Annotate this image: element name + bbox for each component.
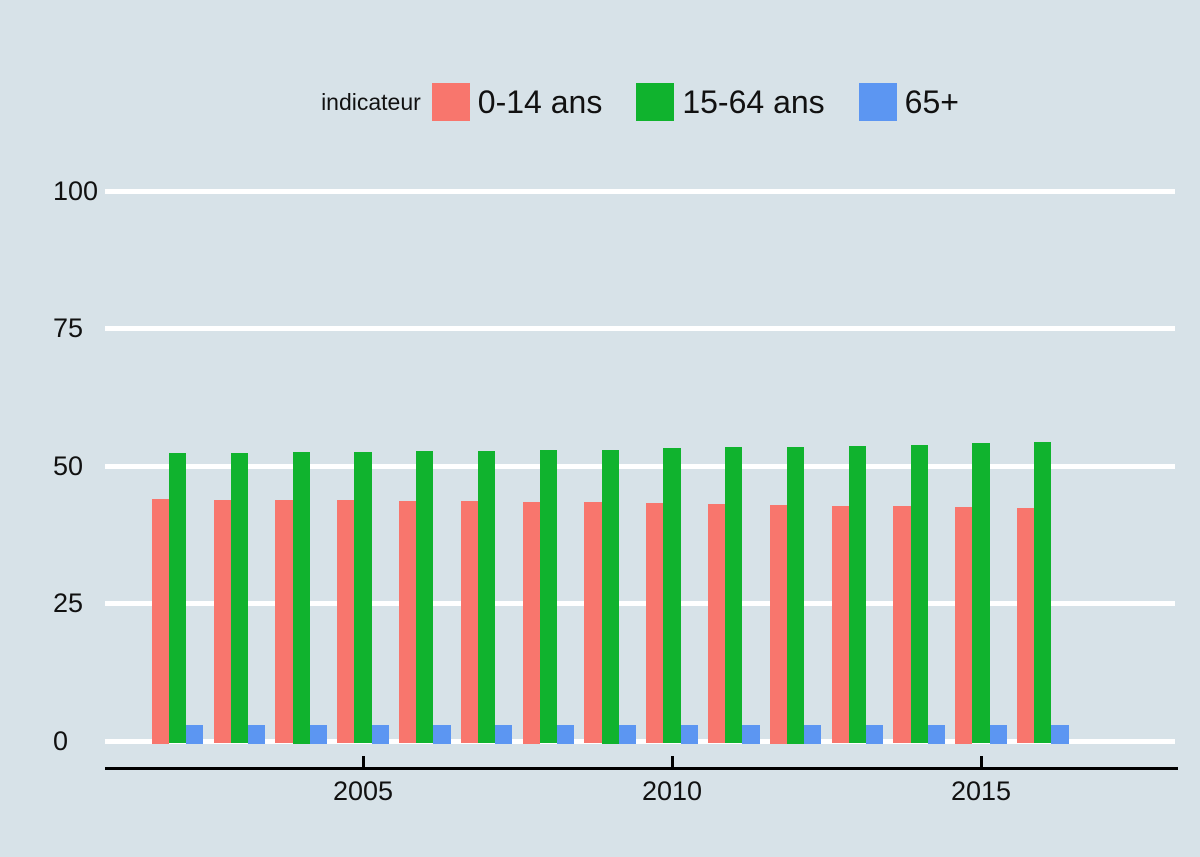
bar-15-64-ans-2008 [539, 450, 557, 744]
gridline-y-25 [105, 601, 1175, 606]
bar-0-14-ans-2013 [831, 505, 849, 744]
bar-0-14-ans-2004 [275, 499, 293, 744]
bar-15-64-ans-2014 [910, 444, 928, 744]
bar-15-64-ans-2005 [354, 451, 372, 744]
bar-0-14-ans-2014 [893, 506, 911, 744]
bar-65+-2015 [989, 724, 1007, 744]
bar-15-64-ans-2015 [972, 443, 990, 744]
bar-65+-2006 [433, 724, 451, 744]
bar-15-64-ans-2009 [601, 449, 619, 744]
legend-item-15-64-ans: 15-64 ans [636, 83, 825, 121]
legend-item-65-plus: 65+ [858, 83, 959, 121]
bar-65+-2013 [866, 724, 884, 744]
gridline-y-100 [105, 188, 1175, 194]
gridline-y-0 [105, 738, 1175, 744]
bar-15-64-ans-2016 [1034, 442, 1052, 744]
x-tick-2015 [979, 756, 983, 767]
bar-0-14-ans-2005 [337, 500, 355, 744]
bar-15-64-ans-2003 [230, 452, 248, 744]
bar-0-14-ans-2016 [1017, 508, 1035, 744]
bar-0-14-ans-2010 [646, 502, 664, 744]
legend-label-65-plus: 65+ [904, 83, 959, 120]
y-axis-label-0: 0 [53, 725, 69, 756]
bar-65+-2005 [371, 724, 389, 744]
bar-15-64-ans-2010 [663, 448, 681, 744]
bar-65+-2008 [557, 724, 575, 744]
legend-swatch-65-plus [858, 83, 897, 121]
y-axis-label-75: 75 [53, 313, 84, 343]
bar-0-14-ans-2009 [584, 502, 602, 744]
bar-65+-2007 [495, 724, 513, 744]
bar-65+-2011 [742, 724, 760, 744]
bar-65+-2009 [618, 724, 636, 744]
x-axis-label-2015: 2015 [950, 776, 1012, 806]
x-axis-label-2005: 2005 [332, 776, 394, 806]
bar-15-64-ans-2006 [416, 451, 434, 744]
legend-swatch-0-14-ans [431, 83, 470, 121]
legend-swatch-15-64-ans [636, 83, 675, 121]
bar-65+-2002 [186, 724, 204, 744]
legend-label-0-14-ans: 0-14 ans [477, 83, 603, 120]
bar-15-64-ans-2002 [169, 453, 187, 744]
bar-0-14-ans-2012 [769, 504, 787, 744]
bar-0-14-ans-2002 [151, 499, 169, 744]
bar-0-14-ans-2003 [213, 499, 231, 744]
bar-65+-2016 [1051, 724, 1069, 744]
y-axis-label-50: 50 [53, 450, 84, 481]
bar-15-64-ans-2004 [292, 452, 310, 744]
x-tick-2005 [361, 756, 365, 767]
x-tick-2010 [670, 756, 674, 767]
gridline-y-50 [105, 463, 1175, 469]
bar-65+-2010 [680, 724, 698, 744]
bar-0-14-ans-2015 [955, 507, 973, 744]
legend-label-15-64-ans: 15-64 ans [682, 83, 825, 120]
bar-65+-2004 [309, 724, 327, 744]
bar-65+-2003 [248, 724, 266, 744]
bar-15-64-ans-2012 [787, 446, 805, 744]
bar-65+-2014 [927, 724, 945, 744]
bar-15-64-ans-2013 [848, 445, 866, 744]
bar-15-64-ans-2011 [725, 447, 743, 744]
gridline-y-75 [105, 326, 1175, 331]
bar-0-14-ans-2011 [708, 503, 726, 744]
bar-0-14-ans-2007 [460, 501, 478, 744]
legend-title: indicateur [321, 88, 421, 115]
bar-65+-2012 [804, 724, 822, 744]
chart-legend: indicateur 0-14 ans 15-64 ans 65+ [105, 81, 1175, 123]
y-axis-label-25: 25 [53, 588, 84, 618]
y-axis-label-100: 100 [53, 175, 99, 206]
bar-0-14-ans-2006 [399, 500, 417, 744]
legend-item-0-14-ans: 0-14 ans [431, 83, 603, 121]
bar-15-64-ans-2007 [478, 450, 496, 744]
x-axis-line [105, 767, 1178, 770]
bar-0-14-ans-2008 [522, 501, 540, 744]
x-axis-label-2010: 2010 [641, 776, 703, 806]
